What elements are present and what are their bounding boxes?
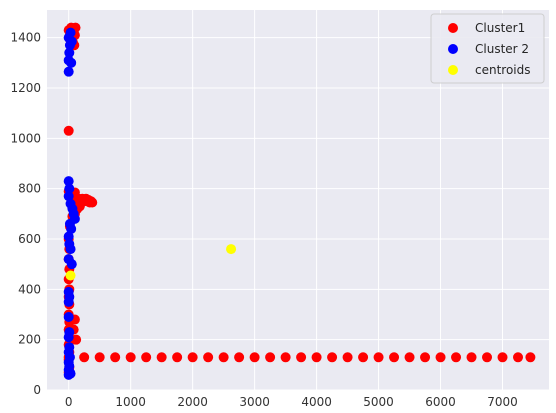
cluster1-point [218, 352, 229, 363]
y-tick-label: 1000 [10, 131, 41, 145]
cluster1-point [79, 352, 90, 363]
cluster1-point [280, 352, 291, 363]
cluster2-point [63, 296, 74, 307]
cluster1-point [451, 352, 462, 363]
cluster2-point [65, 27, 76, 38]
cluster2-point [65, 244, 76, 255]
cluster1-point [110, 352, 121, 363]
legend: Cluster1 Cluster 2 centroids [430, 13, 545, 84]
cluster1-point [327, 352, 338, 363]
y-tick-label: 600 [18, 232, 41, 246]
x-tick-label: 3000 [239, 395, 270, 409]
cluster2-point [63, 176, 74, 187]
legend-label-centroids: centroids [475, 63, 531, 77]
cluster2-point [66, 223, 77, 234]
y-tick-label: 200 [18, 333, 41, 347]
cluster2-point [64, 47, 75, 58]
cluster2-point [63, 312, 74, 323]
cluster1-point [342, 352, 353, 363]
cluster2-point [66, 57, 77, 68]
cluster1-point [482, 352, 493, 363]
x-tick-label: 2000 [177, 395, 208, 409]
cluster2-point [64, 183, 75, 194]
cluster1-point [420, 352, 431, 363]
cluster2-point [63, 332, 74, 343]
cluster1-point [311, 352, 322, 363]
legend-marker-cluster1 [448, 23, 458, 33]
cluster1-point [141, 352, 152, 363]
y-tick-label: 0 [33, 383, 41, 397]
legend-marker-centroids [448, 65, 458, 75]
legend-box [430, 13, 545, 84]
cluster1-point [87, 197, 98, 208]
cluster2-point [63, 191, 74, 202]
cluster1-point [125, 352, 136, 363]
cluster1-point [435, 352, 446, 363]
cluster1-point [404, 352, 415, 363]
y-tick-label: 1200 [10, 81, 41, 95]
cluster1-point [525, 352, 536, 363]
x-tick-label: 0 [65, 395, 73, 409]
cluster1-point [187, 352, 198, 363]
y-tick-label: 800 [18, 182, 41, 196]
legend-marker-cluster2 [448, 44, 458, 54]
legend-label-cluster1: Cluster1 [475, 21, 525, 35]
cluster1-point [513, 352, 524, 363]
cluster1-point [373, 352, 384, 363]
cluster2-point [63, 231, 74, 242]
cluster1-point [203, 352, 214, 363]
cluster1-point [63, 125, 74, 136]
cluster1-point [265, 352, 276, 363]
cluster2-point [65, 368, 76, 379]
x-tick-label: 5000 [363, 395, 394, 409]
cluster1-point [296, 352, 307, 363]
cluster2-point [66, 36, 77, 47]
series-2 [63, 27, 80, 380]
data-points [63, 22, 536, 380]
legend-label-cluster2: Cluster 2 [475, 42, 529, 56]
x-tick-label: 1000 [115, 395, 146, 409]
cluster1-point [358, 352, 369, 363]
x-tick-label: 7000 [487, 395, 518, 409]
cluster1-point [94, 352, 105, 363]
centroid-point [65, 270, 76, 281]
y-tick-label: 1400 [10, 31, 41, 45]
cluster1-point [389, 352, 400, 363]
cluster1-point [466, 352, 477, 363]
cluster1-point [249, 352, 260, 363]
y-tick-label: 400 [18, 282, 41, 296]
x-tick-label: 6000 [425, 395, 456, 409]
tick-labels: 0 1000 2000 3000 4000 5000 6000 7000 0 200 400 600 8… [10, 31, 517, 409]
cluster2-point [66, 259, 77, 270]
cluster1-point [156, 352, 167, 363]
cluster1-point [234, 352, 245, 363]
x-tick-label: 4000 [301, 395, 332, 409]
series-3 [65, 244, 237, 281]
cluster2-point [63, 66, 74, 77]
cluster1-point [172, 352, 183, 363]
centroid-point [226, 244, 237, 255]
cluster1-point [497, 352, 508, 363]
